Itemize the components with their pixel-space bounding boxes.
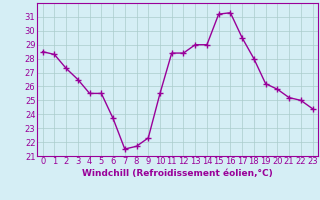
X-axis label: Windchill (Refroidissement éolien,°C): Windchill (Refroidissement éolien,°C) bbox=[82, 169, 273, 178]
